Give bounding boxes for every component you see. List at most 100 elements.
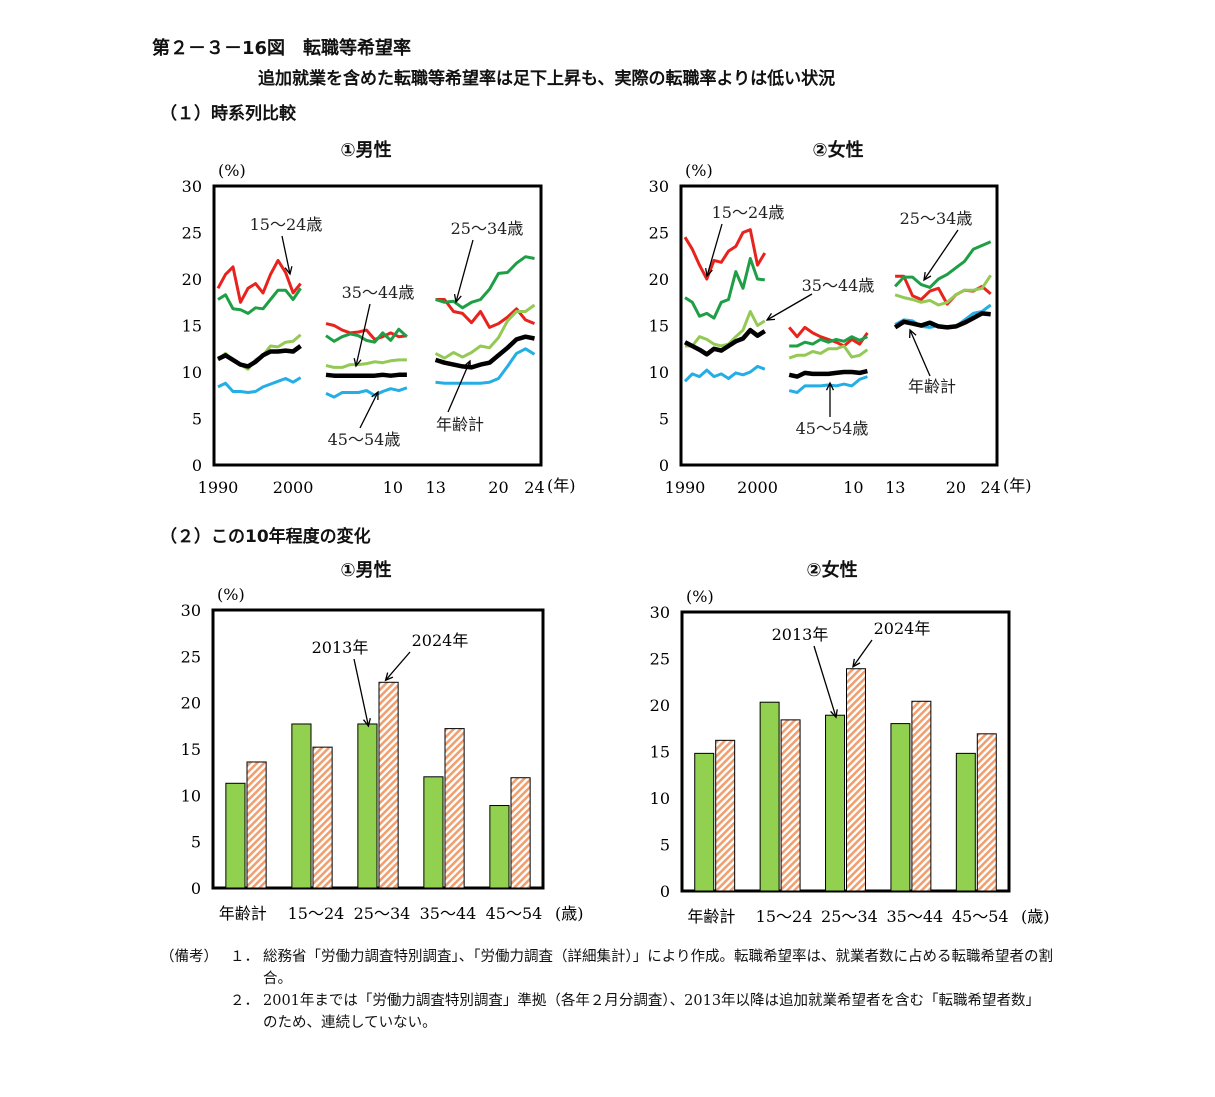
notes: （備考） １． 総務省「労働力調査特別調査」、「労働力調査（詳細集計）」により作… — [160, 946, 1053, 1034]
category-label: 25〜34 — [354, 904, 411, 923]
series-annotation: 25〜34歳 — [451, 219, 524, 238]
annotation-arrowhead — [825, 381, 835, 391]
note-text: 総務省「労働力調査特別調査」、「労働力調査（詳細集計）」により作成。転職希望率は… — [263, 949, 1053, 987]
bar-2024-item — [246, 761, 267, 889]
series-line-25-34 — [325, 327, 408, 344]
series-line-25-34 — [684, 257, 765, 320]
figure-title: 第２－３－16図 転職等希望率 — [152, 38, 412, 59]
series-line-45-54 — [788, 375, 868, 394]
y-tick-label: 5 — [192, 410, 202, 429]
category-label: 15〜24 — [288, 904, 345, 923]
bar-male-chart: 0 5 10 15 20 25 30 (%) 年齢計 15〜24 25〜34 35〜44 45〜54 (歳… — [181, 585, 584, 923]
category-label: 年齢計 — [687, 907, 735, 926]
legend-arrowhead — [830, 709, 838, 719]
y-tick-label: 10 — [649, 363, 669, 382]
x-tick-label: 1990 — [198, 478, 239, 497]
y-tick-label: 20 — [650, 696, 670, 715]
annotation-arrowhead — [923, 271, 932, 282]
y-axis-unit: (%) — [685, 161, 713, 180]
series-line-25-34 — [217, 287, 302, 315]
legend-arrowhead — [852, 658, 861, 668]
category-label: 35〜44 — [420, 904, 477, 923]
section1-title: （１）時系列比較 — [160, 104, 296, 124]
x-axis-unit: (歳) — [1021, 907, 1050, 926]
series-line-15-24 — [683, 228, 767, 281]
note-number: １． — [230, 949, 259, 965]
note-text: 2001年までは「労働力調査特別調査」準拠（各年２月分調査）、2013年以降は追… — [263, 993, 1041, 1031]
annotation-arrow — [359, 391, 379, 429]
series-line-35-44 — [325, 358, 407, 369]
series-line-item — [893, 311, 991, 330]
legend-label-2013: 2013年 — [772, 625, 829, 644]
annotation-arrowhead — [371, 390, 379, 401]
series-annotation: 15〜24歳 — [712, 203, 785, 222]
plot-frame — [680, 610, 1011, 893]
annotation-arrow — [447, 360, 471, 413]
y-tick-label: 25 — [181, 647, 201, 666]
series-line-35-44 — [685, 310, 766, 348]
y-tick-label: 0 — [659, 456, 669, 475]
series-annotation: 45〜54歳 — [328, 430, 401, 449]
y-tick-label: 20 — [649, 270, 669, 289]
y-tick-label: 25 — [650, 650, 670, 669]
annotation-arrowhead — [909, 328, 917, 339]
y-axis-unit: (%) — [217, 585, 245, 604]
bar-2013-item — [694, 752, 715, 892]
bar-2024-35-44 — [444, 728, 465, 889]
annotation-arrowhead — [453, 294, 462, 304]
y-tick-label: 0 — [191, 879, 201, 898]
bar-2024-25-34 — [378, 681, 399, 889]
x-tick-label: 1990 — [665, 478, 706, 497]
bar-2024-25-34 — [846, 668, 866, 892]
figure-subtitle: 追加就業を含めた転職等希望率は足下上昇も、実際の転職率よりは低い状況 — [258, 69, 836, 89]
legend-arrow — [353, 658, 370, 727]
legend-arrow — [813, 645, 837, 718]
plot-frame — [679, 184, 999, 467]
annotation-arrow — [281, 235, 291, 275]
bar-2013-item — [225, 782, 246, 889]
series-line-45-54 — [325, 386, 408, 399]
x-tick-label: 2000 — [737, 478, 778, 497]
y-tick-label: 20 — [181, 694, 201, 713]
y-tick-label: 0 — [192, 456, 202, 475]
legend-arrowhead — [384, 672, 394, 682]
x-axis-unit: (歳) — [555, 904, 584, 923]
series-annotation: 45〜54歳 — [796, 419, 869, 438]
series-line-25-34 — [894, 240, 992, 289]
annotation-arrowhead — [765, 313, 776, 321]
annotation-arrow — [706, 223, 723, 277]
x-tick-label: 10 — [843, 478, 863, 497]
y-tick-label: 15 — [181, 740, 201, 759]
series-annotation: 年齢計 — [436, 415, 484, 434]
legend-label-2024: 2024年 — [412, 631, 469, 650]
y-tick-label: 30 — [649, 177, 669, 196]
section2-title: （２）この10年程度の変化 — [160, 527, 371, 547]
bar-2024-15-24 — [312, 746, 333, 889]
series-line-35-44 — [788, 344, 869, 360]
note-number: ２． — [230, 993, 259, 1009]
annotation-arrow — [766, 293, 813, 321]
series-line-25-34 — [435, 255, 535, 310]
legend-arrow — [385, 651, 411, 681]
x-axis-unit: (年) — [547, 476, 576, 495]
series-line-45-54 — [683, 364, 766, 383]
y-tick-label: 5 — [191, 833, 201, 852]
annotation-arrow — [909, 329, 931, 377]
bar-2013-25-34 — [825, 714, 845, 892]
y-tick-label: 5 — [660, 836, 670, 855]
timeseries-female-chart: 0 5 10 15 20 25 30 (%) 1990 2000 10 13 20 24 (年) 15〜24歳… — [649, 161, 1032, 497]
series-line-15-24 — [788, 325, 869, 348]
y-tick-label: 5 — [659, 410, 669, 429]
series-line-35-44 — [434, 303, 536, 360]
x-tick-label: 24 — [524, 478, 544, 497]
category-label: 25〜34 — [821, 907, 878, 926]
bar-female-chart: 0 5 10 15 20 25 30 (%) 年齢計 15〜24 25〜34 35〜44 45〜54 (歳… — [650, 587, 1050, 926]
y-tick-label: 0 — [660, 882, 670, 901]
series-line-25-34 — [789, 335, 869, 348]
chart-title-ts-male: ①男性 — [340, 140, 392, 161]
annotation-arrowhead — [705, 268, 713, 278]
x-tick-label: 20 — [946, 478, 966, 497]
bar-2024-item — [715, 739, 736, 892]
bar-2013-45-54 — [489, 805, 510, 889]
timeseries-male-chart: 0 5 10 15 20 25 30 (%) 1990 2000 10 13 20 24 (年) 15〜24歳… — [182, 161, 576, 497]
